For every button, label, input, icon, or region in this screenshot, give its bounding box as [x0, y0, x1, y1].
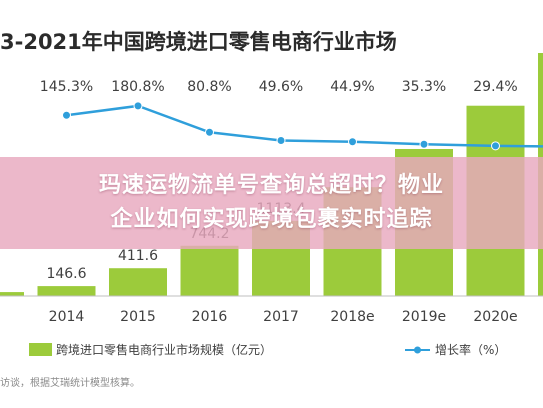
- x-tick-label: 2019e: [402, 309, 446, 325]
- growth-rate-point: [419, 139, 429, 149]
- bar-2013: [0, 292, 24, 296]
- overlay-banner: 玛速运物流单号查询总超时？物业 企业如何实现跨境包裹实时追踪: [0, 157, 543, 249]
- growth-rate-point: [348, 137, 357, 147]
- legend: 跨境进口零售电商行业市场规模（亿元） 增长率（%）: [29, 342, 506, 357]
- banner-line-2: 企业如何实现跨境包裹实时追踪: [110, 207, 433, 232]
- bar-2014: [37, 286, 96, 296]
- legend-bar-swatch: [29, 343, 52, 356]
- chart-title: 3-2021年中国跨境进口零售电商行业市场: [0, 30, 397, 54]
- growth-rate-point: [276, 136, 286, 146]
- legend-line-label: 增长率（%）: [435, 342, 506, 357]
- x-tick-label: 2020e: [473, 309, 517, 325]
- growth-rate-label: 49.6%: [259, 79, 303, 95]
- growth-rate-label: 35.3%: [402, 79, 446, 95]
- source-note: 访谈，根据艾瑞统计模型核算。: [0, 376, 140, 389]
- growth-rate-point: [133, 101, 143, 111]
- growth-rate-label: 145.3%: [40, 79, 93, 95]
- labels-layer: 3146.6411.6744.21113.435145.3%180.8%80.8…: [40, 79, 518, 282]
- bar-value-label: 146.6: [46, 266, 86, 282]
- growth-rate-label: 44.9%: [330, 79, 374, 95]
- legend-bar-label: 跨境进口零售电商行业市场规模（亿元）: [56, 342, 272, 357]
- growth-rate-point: [205, 127, 214, 137]
- growth-rate-label: 80.8%: [187, 79, 231, 95]
- x-tick-labels: 320142015201620172018e2019e2020e2: [49, 309, 518, 325]
- growth-rate-point: [491, 141, 500, 151]
- x-tick-label: 2014: [49, 309, 85, 325]
- growth-rate-label: 29.4%: [473, 79, 517, 95]
- x-tick-label: 2016: [192, 309, 228, 325]
- banner-line-1: 玛速运物流单号查询总超时？物业: [98, 173, 444, 198]
- x-tick-label: 2018e: [330, 309, 374, 325]
- bar-value-label: 411.6: [118, 248, 158, 264]
- legend-line-marker: [414, 346, 421, 354]
- bar-2015: [109, 268, 167, 296]
- x-tick-label: 2017: [263, 309, 299, 325]
- growth-rate-label: 180.8%: [111, 79, 164, 95]
- growth-rate-point: [62, 110, 71, 120]
- x-tick-label: 2015: [120, 309, 156, 325]
- bar-2016: [180, 245, 239, 296]
- growth-line-layer: [62, 101, 543, 151]
